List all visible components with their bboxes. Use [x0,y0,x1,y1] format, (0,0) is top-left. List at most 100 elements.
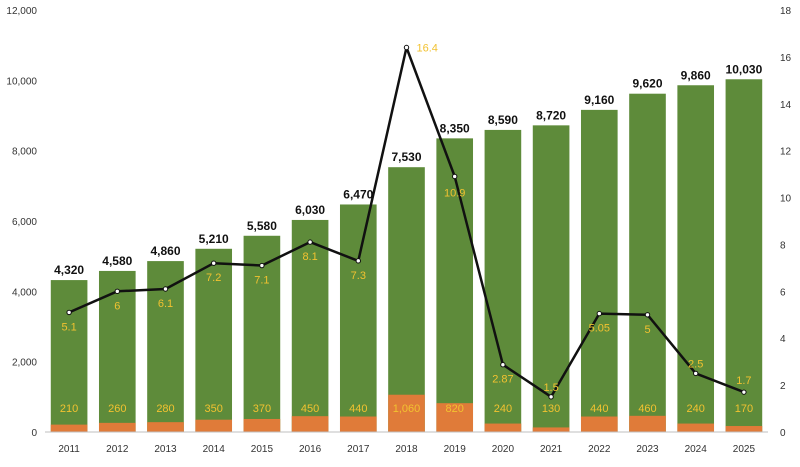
bars-group [50,79,763,433]
x-tick-label: 2025 [733,444,756,455]
line-value-label: 1.5 [543,382,558,394]
x-tick-label: 2017 [347,444,370,455]
x-tick-label: 2015 [251,444,274,455]
total-label: 5,210 [199,232,229,246]
bar-increment [436,403,474,432]
line-value-label: 5.1 [61,321,76,333]
bar-total [629,93,666,433]
growth-point [259,262,265,269]
bar-increment [580,416,618,432]
line-value-label: 6.1 [158,298,173,310]
y2-tick-label: 8 [780,240,786,251]
bar-increment [725,426,763,432]
labels-group: 4,320 4,580 4,860 5,210 5,580 6,030 6,470 7,530… [54,43,762,415]
x-tick-label: 2013 [154,444,177,455]
y-tick-label: 2,000 [12,358,37,369]
bar-increment [629,415,666,432]
increment-label: 460 [638,403,656,415]
growth-point [693,370,699,377]
bar-increment [243,418,281,432]
y-tick-label: 8,000 [12,147,37,158]
bar-total [580,109,618,432]
increment-label: 130 [542,403,560,415]
increment-label: 440 [590,403,608,415]
bar-total [339,204,377,432]
bar-increment [147,422,184,432]
bar-total [484,129,522,432]
x-tick-label: 2016 [299,444,322,455]
growth-point [644,312,651,318]
growth-point [500,362,506,368]
x-tick-label: 2014 [203,444,226,455]
y2-tick-label: 0 [780,428,786,439]
line-value-label: 7.3 [351,270,366,282]
increment-label: 240 [494,403,512,415]
line-value-label: 8.1 [302,251,317,263]
total-label: 6,470 [343,187,373,201]
increment-label: 260 [108,403,126,415]
x-tick-label: 2020 [492,444,515,455]
line-value-label: 5 [644,324,650,336]
bar-total [50,280,88,432]
increment-label: 1,060 [393,403,421,415]
y2-tick-label: 4 [780,334,786,345]
growth-point [162,286,169,292]
total-label: 9,860 [681,68,711,82]
line-value-label: 6 [114,300,120,312]
total-label: 5,580 [247,219,277,233]
increment-label: 450 [301,403,319,415]
y-tick-label: 0 [31,428,37,439]
increment-label: 820 [446,403,464,415]
total-label: 8,350 [440,121,470,135]
bar-total [291,219,329,432]
bar-total [436,138,474,432]
bar-increment [532,427,570,432]
x-tick-label: 2018 [395,444,418,455]
increment-label: 210 [60,403,78,415]
y2-tick-label: 12 [780,147,792,158]
total-label: 6,030 [295,203,325,217]
increment-label: 440 [349,403,367,415]
total-label: 10,030 [726,62,763,76]
total-label: 4,860 [150,244,180,258]
y2-tick-label: 2 [780,381,786,392]
bar-increment [291,416,329,432]
total-label: 7,530 [391,150,421,164]
bar-increment [677,423,715,432]
line-value-label: 7.2 [206,272,221,284]
line-value-label: 5.05 [589,323,610,335]
bar-total [388,167,425,432]
total-label: 4,320 [54,263,84,277]
bar-increment [98,422,136,432]
line-value-label: 7.1 [254,275,269,287]
x-tick-label: 2023 [636,444,659,455]
increment-label: 170 [735,403,753,415]
increment-label: 280 [156,403,174,415]
y-tick-label: 4,000 [12,287,37,298]
total-label: 8,720 [536,108,566,122]
bar-total [532,125,570,432]
y2-tick-label: 10 [780,194,792,205]
x-tick-label: 2021 [540,444,563,455]
line-value-label: 1.7 [736,375,751,387]
total-label: 9,620 [632,77,662,91]
growth-point [403,44,410,51]
y-tick-label: 6,000 [12,217,37,228]
bar-total [195,248,233,432]
x-tick-label: 2011 [58,444,80,455]
growth-point [741,389,747,395]
increment-label: 370 [253,403,271,415]
line-group [66,44,747,400]
y-tick-label: 12,000 [6,6,37,17]
bar-total [725,79,763,433]
bar-increment [388,394,425,432]
bar-increment [484,423,522,432]
bar-increment [195,419,233,432]
line-value-label: 10.9 [444,187,465,199]
axes-group: 2011 2012 2013 2014 2015 2016 2017 2018 2019 2020… [6,6,791,455]
bar-total [677,85,715,433]
growth-point [66,309,72,316]
growth-point [114,288,121,295]
y2-tick-label: 16 [780,53,792,64]
